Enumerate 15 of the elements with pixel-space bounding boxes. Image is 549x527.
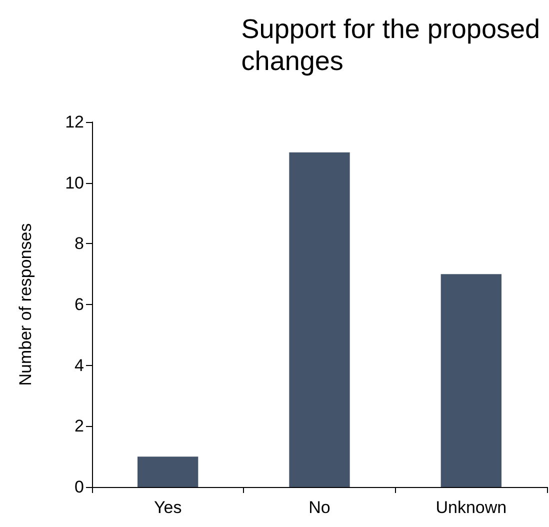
chart-title: Support for the proposed changes — [241, 14, 540, 76]
x-tick-label: Unknown — [436, 498, 507, 517]
x-tick-label: No — [308, 498, 330, 517]
y-tick-label: 6 — [74, 295, 84, 314]
bar — [440, 274, 502, 487]
y-tick-label: 10 — [65, 173, 84, 192]
y-axis-title: Number of responses — [16, 223, 35, 386]
y-tick-label: 4 — [74, 356, 84, 375]
bar — [138, 456, 198, 487]
y-tick-label: 8 — [74, 234, 84, 254]
bar — [289, 152, 350, 487]
x-tick-label: Yes — [154, 498, 182, 517]
y-tick-label: 0 — [74, 478, 84, 496]
y-tick-label: 12 — [65, 112, 84, 132]
y-tick-label: 2 — [74, 416, 84, 436]
